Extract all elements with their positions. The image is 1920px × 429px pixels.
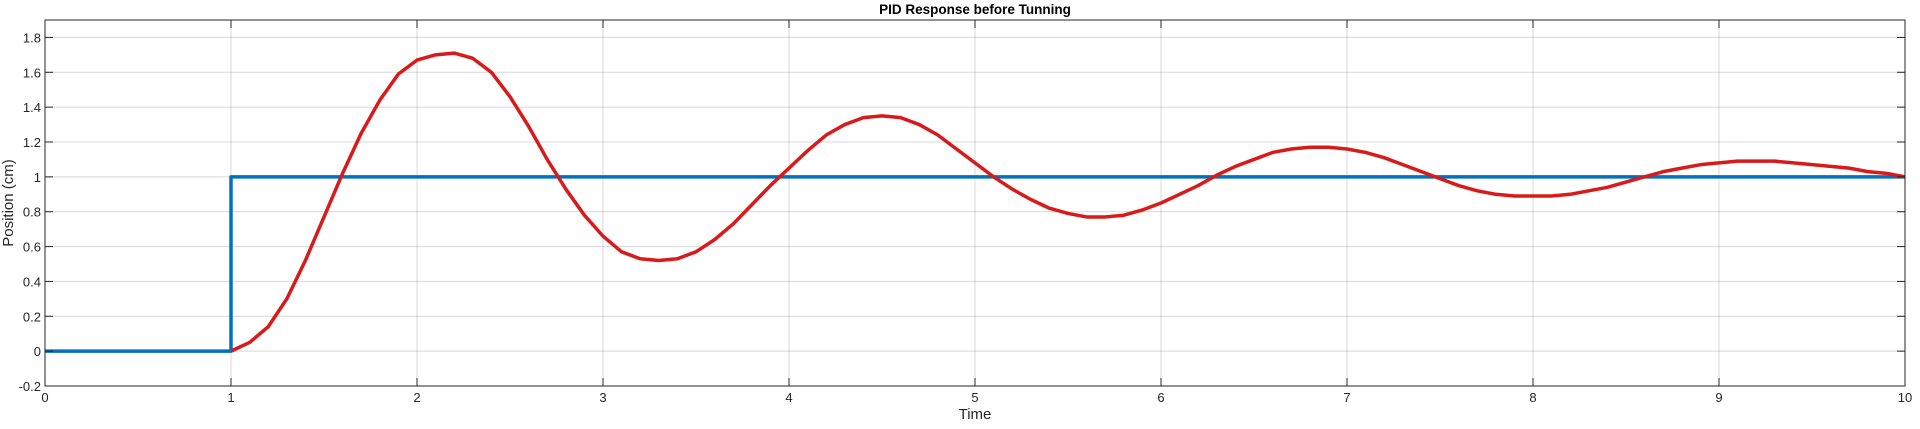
y-tick-label: 0.8 [23,205,41,220]
y-axis-label: Position (cm) [0,159,17,247]
x-tick-label: 8 [1529,390,1536,405]
y-tick-label: 1 [34,170,41,185]
x-axis-label: Time [959,406,992,423]
y-tick-label: 0.4 [23,274,41,289]
x-tick-label: 4 [785,390,792,405]
y-tick-label: 0 [34,344,41,359]
x-tick-label: 10 [1898,390,1912,405]
y-tick-label: 1.4 [23,100,41,115]
step-input-line [45,175,1905,353]
pid-response-line [230,51,1906,353]
x-tick-label: 5 [971,390,978,405]
x-tick-label: 3 [599,390,606,405]
x-tick-label: 2 [413,390,420,405]
y-tick-label: 1.6 [23,65,41,80]
y-tick-label: 0.2 [23,309,41,324]
y-tick-label: 1.8 [23,30,41,45]
x-tick-label: 6 [1157,390,1164,405]
x-tick-label: 7 [1343,390,1350,405]
plot-area [45,20,1905,386]
y-tick-label: 1.2 [23,135,41,150]
y-tick-label: 0.6 [23,240,41,255]
x-tick-label: 9 [1715,390,1722,405]
x-tick-label: 0 [41,390,48,405]
y-tick-label: -0.2 [19,379,41,394]
x-tick-label: 1 [227,390,234,405]
series-layer [45,51,1906,353]
tick-marks [44,20,1906,387]
y-tick-labels: -0.2 0 0.2 0.4 0.6 0.8 1 1.2 1.4 1.6 1.8 [19,30,41,394]
x-tick-labels: 0 1 2 3 4 5 6 7 8 9 10 [41,390,1912,405]
chart-title: PID Response before Tunning [879,2,1071,17]
